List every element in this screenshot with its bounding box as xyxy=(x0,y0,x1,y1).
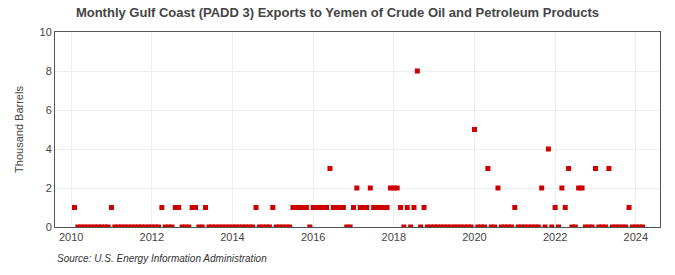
svg-text:Thousand Barrels: Thousand Barrels xyxy=(13,86,25,173)
svg-text:6: 6 xyxy=(46,104,52,116)
svg-text:Source: U.S. Energy Informatio: Source: U.S. Energy Information Administ… xyxy=(57,253,267,264)
svg-text:0: 0 xyxy=(46,221,52,233)
svg-text:2020: 2020 xyxy=(462,231,486,243)
svg-text:2024: 2024 xyxy=(624,231,648,243)
svg-text:2018: 2018 xyxy=(382,231,406,243)
svg-text:4: 4 xyxy=(46,143,52,155)
svg-text:8: 8 xyxy=(46,65,52,77)
svg-text:Monthly Gulf Coast (PADD 3) Ex: Monthly Gulf Coast (PADD 3) Exports to Y… xyxy=(76,5,599,20)
svg-text:2012: 2012 xyxy=(140,231,164,243)
svg-text:10: 10 xyxy=(40,26,52,38)
svg-text:2016: 2016 xyxy=(301,231,325,243)
svg-text:2: 2 xyxy=(46,182,52,194)
svg-text:2014: 2014 xyxy=(220,231,244,243)
svg-text:2010: 2010 xyxy=(59,231,83,243)
svg-text:2022: 2022 xyxy=(543,231,567,243)
